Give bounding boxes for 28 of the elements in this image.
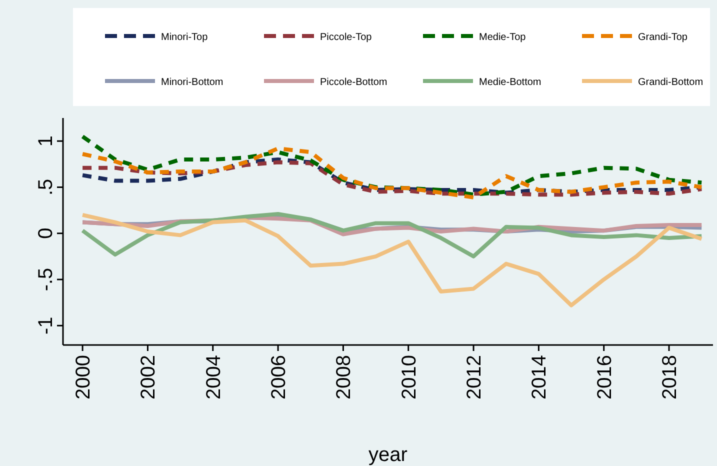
x-tick-label: 2008 [333, 355, 356, 400]
legend-label: Piccole-Bottom [320, 77, 388, 88]
legend-label: Piccole-Top [320, 32, 372, 43]
y-tick-label: 0 [35, 228, 57, 239]
legend-label: Grandi-Bottom [638, 77, 704, 88]
y-tick-label: 1 [35, 136, 57, 147]
x-tick-label: 2010 [398, 355, 420, 400]
x-tick-label: 2012 [464, 355, 486, 400]
y-tick-label: -1 [35, 316, 57, 335]
x-tick-label: 2018 [659, 355, 682, 400]
line-series [80, 212, 704, 258]
legend-label: Minori-Bottom [161, 77, 224, 88]
y-tick-label: .5 [35, 178, 57, 196]
x-axis-title: year [368, 444, 408, 466]
x-tick-label: 2002 [138, 355, 160, 400]
x-tick-label: 2016 [594, 355, 616, 400]
legend-label: Medie-Bottom [479, 77, 542, 88]
x-tick-label: 2014 [528, 355, 551, 400]
legend-label: Minori-Top [161, 32, 208, 43]
legend-label: Medie-Top [479, 32, 526, 43]
x-tick-label: 2004 [202, 355, 225, 400]
line-series [80, 212, 704, 308]
y-tick-label: -.5 [35, 268, 57, 292]
legend-label: Grandi-Top [638, 32, 688, 43]
line-series [80, 146, 704, 200]
x-tick-label: 2000 [72, 355, 95, 400]
x-tick-label: 2006 [268, 355, 290, 400]
line-series [80, 134, 704, 197]
